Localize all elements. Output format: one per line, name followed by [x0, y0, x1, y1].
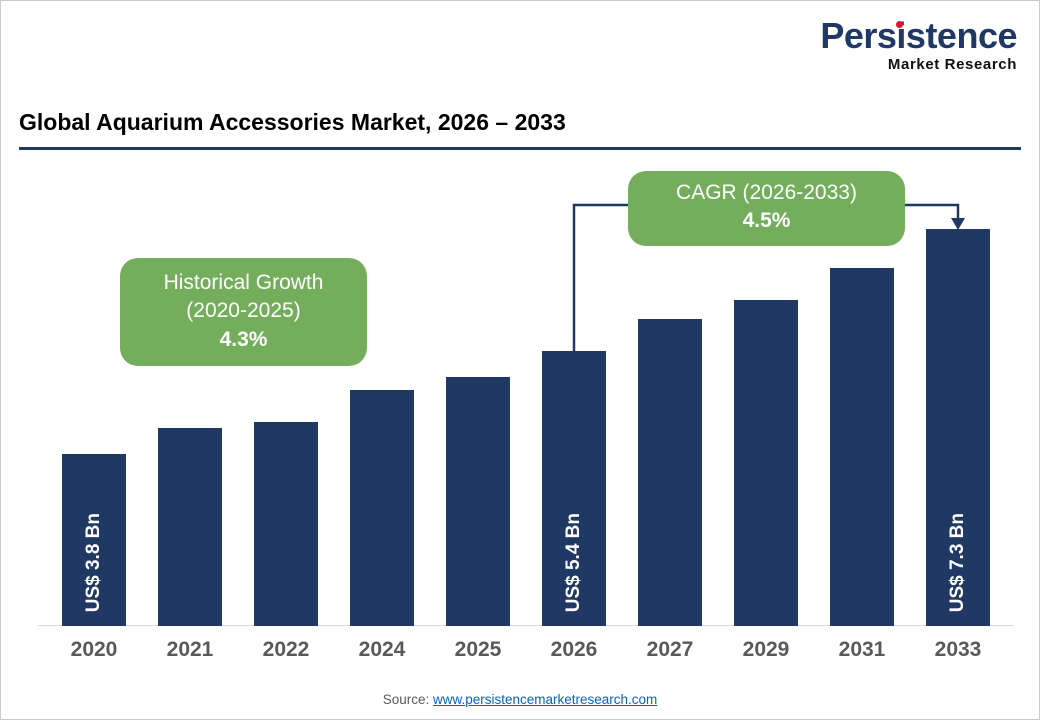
- x-axis-label: 2027: [646, 638, 694, 661]
- bar-slot: 2021: [142, 196, 238, 661]
- x-axis-label: 2024: [358, 638, 406, 661]
- bar: [254, 422, 318, 626]
- bar: [350, 390, 414, 626]
- x-axis-label: 2031: [838, 638, 886, 661]
- source-label: Source:: [382, 692, 433, 707]
- bar-value-label-wrap: US$ 3.8 Bn: [62, 513, 126, 612]
- x-axis-label: 2026: [550, 638, 598, 661]
- historical-growth-line1: Historical Growth: [163, 271, 324, 294]
- bar: [734, 300, 798, 626]
- bar-value-label-wrap: US$ 5.4 Bn: [542, 513, 606, 612]
- cagr-value: 4.5%: [742, 209, 791, 233]
- source-line: Source: www.persistencemarketresearch.co…: [1, 692, 1039, 707]
- x-axis-label: 2033: [934, 638, 982, 661]
- bar-value-label: US$ 7.3 Bn: [947, 512, 968, 612]
- bar-slot: 2025: [430, 196, 526, 661]
- bar-slot: 2031: [814, 196, 910, 661]
- logo-red-dot-icon: [896, 21, 904, 28]
- page-title: Global Aquarium Accessories Market, 2026…: [19, 109, 566, 135]
- x-axis-label: 2020: [70, 638, 118, 661]
- bar-slot: US$ 5.4 Bn 2026: [526, 196, 622, 661]
- bar-slot: 2029: [718, 196, 814, 661]
- historical-growth-line2: (2020-2025): [186, 299, 301, 323]
- title-divider: [19, 147, 1021, 150]
- bar-value-label: US$ 5.4 Bn: [563, 512, 584, 612]
- cagr-callout: CAGR (2026-2033) 4.5%: [628, 171, 905, 246]
- bar-slot: 2022: [238, 196, 334, 661]
- source-link[interactable]: www.persistencemarketresearch.com: [432, 692, 658, 707]
- bar: [638, 319, 702, 626]
- logo: Persistence Market Research: [820, 17, 1017, 73]
- cagr-line1: CAGR (2026-2033): [676, 181, 857, 204]
- bar-slot: US$ 7.3 Bn 2033: [910, 196, 1006, 661]
- x-axis-label: 2029: [742, 638, 790, 661]
- bar-slot: US$ 3.8 Bn 2020: [46, 196, 142, 661]
- x-axis-label: 2021: [166, 638, 214, 661]
- x-axis-label: 2025: [454, 638, 502, 661]
- bar-value-label: US$ 3.8 Bn: [83, 512, 104, 612]
- bar: US$ 5.4 Bn: [542, 351, 606, 626]
- bar-value-label-wrap: US$ 7.3 Bn: [926, 513, 990, 612]
- logo-brand-text: Persistence: [820, 15, 1017, 56]
- bar: US$ 7.3 Bn: [926, 229, 990, 626]
- historical-growth-value: 4.3%: [219, 327, 268, 351]
- bar-slot: 2024: [334, 196, 430, 661]
- x-axis-label: 2022: [262, 638, 310, 661]
- bar-slot: 2027: [622, 196, 718, 661]
- x-axis-line: [38, 625, 1014, 626]
- logo-brand: Persistence: [820, 17, 1017, 55]
- bar: US$ 3.8 Bn: [62, 454, 126, 626]
- bar-chart: US$ 3.8 Bn 2020 2021 2022 2024 2025 US$ …: [38, 196, 1014, 661]
- historical-growth-callout: Historical Growth (2020-2025) 4.3%: [120, 258, 367, 367]
- bar: [446, 377, 510, 626]
- bar: [830, 268, 894, 626]
- bar: [158, 428, 222, 626]
- logo-subtitle: Market Research: [887, 55, 1017, 73]
